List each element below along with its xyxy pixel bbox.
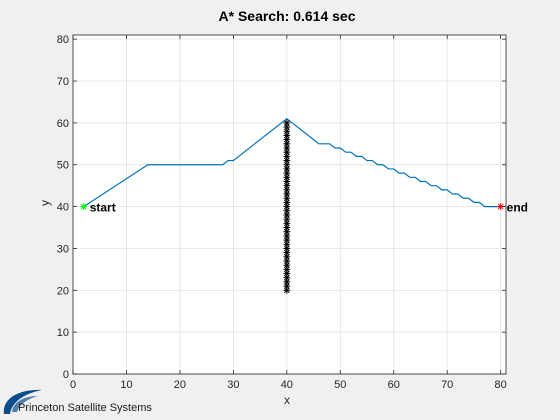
obstacle-point bbox=[283, 219, 291, 227]
obstacle-point bbox=[283, 186, 291, 194]
obstacle-point-stroke bbox=[284, 178, 290, 185]
end-point-stroke bbox=[497, 203, 504, 210]
obstacle-point-stroke bbox=[284, 174, 290, 181]
y-tick-label: 80 bbox=[57, 34, 69, 46]
obstacle-point bbox=[283, 182, 291, 190]
x-tick-label: 70 bbox=[441, 379, 453, 391]
y-tick-label: 10 bbox=[57, 327, 69, 339]
annotation-end: end bbox=[507, 201, 528, 215]
obstacle-point bbox=[283, 215, 291, 223]
obstacle-point-stroke bbox=[284, 153, 290, 160]
obstacle-point-stroke bbox=[284, 191, 290, 197]
obstacle-point-stroke bbox=[284, 287, 290, 294]
obstacle-point-stroke bbox=[284, 224, 290, 231]
obstacle-point-stroke bbox=[284, 141, 290, 147]
x-tick-label: 20 bbox=[174, 379, 186, 391]
obstacle-point-stroke bbox=[284, 207, 290, 214]
obstacle-point-stroke bbox=[284, 283, 290, 289]
x-tick-label: 30 bbox=[227, 379, 239, 391]
y-tick-label: 20 bbox=[57, 285, 69, 297]
obstacle-point-stroke bbox=[284, 258, 290, 264]
obstacle-point bbox=[283, 265, 291, 273]
obstacle-point bbox=[283, 278, 291, 286]
obstacle-point-stroke bbox=[284, 170, 290, 176]
logo: Princeton Satellite Systems bbox=[3, 389, 152, 414]
obstacle-point-stroke bbox=[284, 266, 290, 273]
obstacle-point-stroke bbox=[284, 241, 290, 248]
obstacle-point-stroke bbox=[284, 157, 290, 164]
y-tick-label: 50 bbox=[57, 160, 69, 172]
obstacle-point bbox=[283, 249, 291, 257]
plot-area: start end bbox=[80, 118, 528, 294]
obstacle-point-stroke bbox=[284, 145, 290, 151]
x-tick-label: 0 bbox=[70, 379, 76, 391]
obstacle-point bbox=[283, 194, 291, 202]
obstacle-point-stroke bbox=[284, 233, 290, 239]
obstacle-point-stroke bbox=[284, 274, 290, 281]
orbit-swoosh-icon bbox=[3, 389, 43, 414]
obstacle-point bbox=[283, 178, 291, 185]
obstacle-point bbox=[283, 261, 291, 269]
obstacle-point-stroke bbox=[284, 237, 290, 243]
x-tick-label: 80 bbox=[495, 379, 507, 391]
start-point-stroke bbox=[80, 203, 87, 210]
obstacle-point-stroke bbox=[284, 270, 290, 277]
y-tick-label: 0 bbox=[63, 369, 69, 381]
obstacle-point-stroke bbox=[284, 254, 290, 260]
x-tick-label: 60 bbox=[388, 379, 400, 391]
path-line bbox=[83, 118, 501, 208]
x-tick-label: 40 bbox=[281, 379, 293, 391]
x-axis-label: x bbox=[284, 393, 290, 407]
obstacle-point-stroke bbox=[284, 228, 290, 235]
obstacle-point bbox=[283, 236, 291, 244]
obstacle-point bbox=[283, 169, 291, 177]
y-tick-label: 70 bbox=[57, 76, 69, 88]
obstacle-point-stroke bbox=[284, 161, 290, 168]
obstacle-point bbox=[283, 274, 291, 282]
chart-title: A* Search: 0.614 sec bbox=[219, 8, 356, 24]
x-tick-label: 10 bbox=[120, 379, 132, 391]
obstacle-point-stroke bbox=[284, 136, 290, 143]
axes-frame bbox=[72, 34, 507, 375]
end-point bbox=[497, 203, 505, 210]
start-point bbox=[80, 203, 88, 210]
obstacle-point-stroke bbox=[284, 279, 290, 285]
x-tick-label: 50 bbox=[334, 379, 346, 391]
obstacle-point bbox=[283, 157, 291, 164]
obstacle-point-stroke bbox=[284, 182, 290, 189]
ticks: 0 10 20 30 40 50 60 70 80 0 10 20 30 40 50 60 70 80 bbox=[57, 34, 507, 391]
obstacle-point-stroke bbox=[284, 262, 290, 268]
obstacle-point-stroke bbox=[284, 216, 290, 222]
obstacle-point-stroke bbox=[284, 187, 290, 193]
obstacle-point-stroke bbox=[284, 199, 290, 206]
y-axis-label: y bbox=[38, 200, 52, 206]
obstacle-point-stroke bbox=[284, 120, 290, 126]
obstacle-point-stroke bbox=[284, 212, 290, 218]
obstacle-point bbox=[283, 119, 291, 127]
obstacle-point-stroke bbox=[284, 249, 290, 256]
obstacle-point-stroke bbox=[284, 128, 290, 135]
obstacle-point-stroke bbox=[284, 220, 290, 227]
obstacle-point-stroke bbox=[284, 195, 290, 202]
obstacle-point bbox=[283, 140, 291, 148]
obstacle-point-stroke bbox=[284, 203, 290, 210]
obstacle-point-stroke bbox=[284, 124, 290, 130]
logo-text: Princeton Satellite Systems bbox=[18, 402, 152, 414]
annotation-start: start bbox=[90, 201, 116, 215]
obstacle-point-stroke bbox=[284, 166, 290, 172]
obstacle-point-stroke bbox=[284, 149, 290, 155]
y-tick-label: 30 bbox=[57, 243, 69, 255]
obstacle-point-stroke bbox=[284, 132, 290, 139]
obstacle-point-stroke bbox=[284, 245, 290, 252]
y-tick-label: 40 bbox=[57, 202, 69, 214]
y-tick-label: 60 bbox=[57, 118, 69, 130]
